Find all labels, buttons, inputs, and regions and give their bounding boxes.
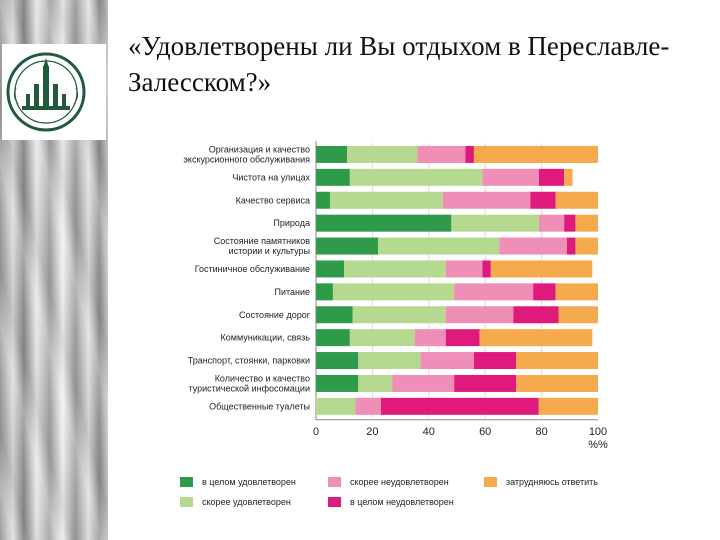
bar-segment (445, 260, 483, 278)
bar-segment (445, 306, 514, 324)
x-tick-label: 20 (366, 426, 378, 438)
bar-segment (330, 191, 443, 209)
category-label: Состояние памятников истории и культуры (214, 236, 311, 256)
bar-segment (316, 191, 331, 209)
bar-segment (530, 191, 556, 209)
bar-segment (566, 237, 576, 255)
bar-segment (538, 397, 598, 415)
bar-segment (417, 145, 466, 163)
bar-segment (355, 397, 381, 415)
bar-segment (445, 329, 480, 347)
bar-segment (538, 168, 565, 186)
bar-segment (392, 374, 455, 392)
category-label: Транспорт, стоянки, парковки (188, 356, 310, 366)
bar-segment (316, 168, 350, 186)
bar-segment (442, 191, 531, 209)
legend-swatch (328, 497, 341, 507)
bar-segment (349, 168, 483, 186)
bar-segment (538, 214, 565, 232)
legend-swatch (180, 497, 193, 507)
category-label: Качество сервиса (236, 195, 310, 205)
bar-segment (316, 260, 345, 278)
legend-label: затрудняюсь ответить (506, 477, 598, 487)
legend-label: в целом удовлетворен (202, 477, 296, 487)
bar-segment (454, 374, 517, 392)
bar-segment (575, 237, 598, 255)
bar-segment (358, 352, 421, 370)
bar-segment (414, 329, 446, 347)
bar-segment (575, 214, 598, 232)
bar-segment (344, 260, 446, 278)
bar-segment (316, 397, 356, 415)
x-tick-label: 0 (313, 426, 319, 438)
bar-segment (316, 145, 348, 163)
legend-label: скорее неудовлетворен (350, 477, 449, 487)
bar-segment (473, 352, 517, 370)
bar-segment (420, 352, 474, 370)
university-seal-icon (6, 52, 86, 132)
bar-segment (558, 306, 598, 324)
bar-segment (473, 145, 598, 163)
bar-segment (454, 283, 534, 301)
bar-segment (316, 352, 359, 370)
category-label: Гостиничное обслуживание (195, 264, 310, 274)
bar-segment (352, 306, 446, 324)
logo-panel (2, 44, 106, 140)
bar-segment (482, 168, 539, 186)
bar-segment (349, 329, 415, 347)
bar-segment (533, 283, 556, 301)
bar-segment (347, 145, 418, 163)
bar-segment (378, 237, 500, 255)
bar-segment (564, 214, 576, 232)
legend-label: скорее удовлетворен (202, 497, 291, 507)
bar-segment (316, 306, 353, 324)
category-label: Природа (273, 218, 310, 228)
bar-segment (316, 374, 359, 392)
category-label: Состояние дорог (239, 310, 311, 320)
x-tick-label: 100 (589, 426, 607, 438)
category-label: Организация и качество экскурсионного обс… (183, 144, 310, 164)
x-unit-label: %% (588, 439, 608, 451)
bar-segment (513, 306, 559, 324)
legend-label: в целом неудовлетворен (350, 497, 454, 507)
category-label: Чистота на улицах (232, 172, 310, 182)
bar-segment (465, 145, 474, 163)
bar-segment (332, 283, 455, 301)
bar-segment (451, 214, 539, 232)
bar-segment (499, 237, 567, 255)
bar-segment (479, 329, 593, 347)
bar-segment (482, 260, 491, 278)
bar-segment (555, 191, 598, 209)
bar-segment (316, 329, 350, 347)
legend-swatch (180, 477, 193, 487)
category-label: Питание (274, 287, 310, 297)
page-title: «Удовлетворены ли Вы отдыхом в Переславл… (128, 31, 670, 97)
x-tick-label: 40 (423, 426, 435, 438)
bar-segment (380, 397, 539, 415)
bar-segment (316, 214, 452, 232)
category-label: Коммуникации, связь (221, 333, 311, 343)
category-label: Общественные туалеты (209, 401, 310, 411)
bar-segment (316, 237, 379, 255)
x-tick-label: 80 (535, 426, 547, 438)
legend-swatch (328, 477, 341, 487)
bar-segment (516, 374, 598, 392)
bar-segment (516, 352, 598, 370)
legend-swatch (484, 477, 497, 487)
bar-segment (555, 283, 598, 301)
bar-segment (316, 283, 333, 301)
x-tick-label: 60 (479, 426, 491, 438)
bar-segment (490, 260, 593, 278)
category-label: Количество и качество туристической инфос… (189, 373, 311, 393)
bar-segment (358, 374, 393, 392)
bar-segment (564, 168, 573, 186)
